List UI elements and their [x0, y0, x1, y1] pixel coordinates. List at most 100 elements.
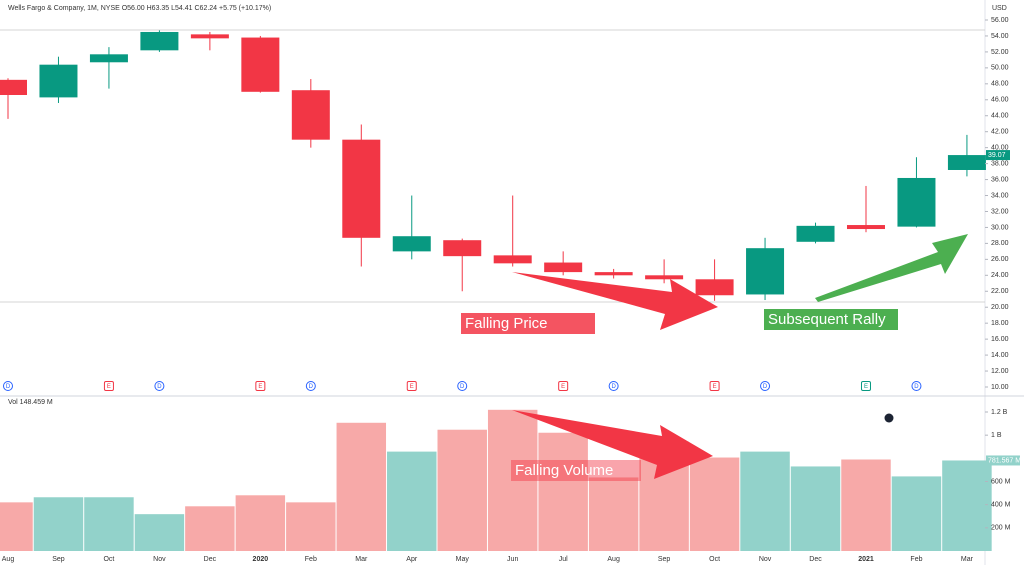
- volume-bar: [790, 466, 841, 551]
- volume-bar: [437, 429, 487, 551]
- y-tick-label: 34.00: [991, 192, 1009, 199]
- y-tick-label: 54.00: [991, 33, 1009, 40]
- annotation: Subsequent Rally: [768, 311, 886, 328]
- volume-bar: [33, 497, 84, 551]
- y-tick-label: 18.00: [991, 320, 1009, 327]
- x-tick-label: Nov: [759, 556, 772, 563]
- volume-bar: [0, 502, 33, 551]
- y-tick-label: 52.00: [991, 49, 1009, 56]
- candle-body: [241, 37, 280, 92]
- event-marker: [608, 381, 619, 391]
- candle-body: [443, 240, 482, 257]
- currency-label: USD: [992, 5, 1007, 12]
- y-tick-label: 44.00: [991, 113, 1009, 120]
- candle-body: [746, 248, 785, 295]
- volume-bar: [286, 502, 336, 551]
- arrow: [815, 234, 968, 302]
- x-tick-label: Apr: [406, 556, 418, 563]
- chart-header: Wells Fargo & Company, 1M, NYSE O56.00 H…: [8, 5, 271, 12]
- y-tick-label: 24.00: [991, 272, 1009, 279]
- x-tick-label: Feb: [305, 556, 317, 563]
- volume-layer: [0, 409, 992, 551]
- y-tick-label: 28.00: [991, 240, 1009, 247]
- event-marker: [255, 381, 266, 391]
- x-tick-label: Mar: [961, 556, 974, 563]
- y-tick-label: 48.00: [991, 81, 1009, 88]
- y-tick-label: 1 B: [991, 432, 1002, 439]
- volume-bar: [538, 432, 588, 551]
- candle-body: [645, 275, 684, 280]
- y-tick-label: 20.00: [991, 304, 1009, 311]
- x-tick-label: Mar: [355, 556, 368, 563]
- x-tick-label: Nov: [153, 556, 166, 563]
- y-tick-label: 200 M: [991, 525, 1011, 532]
- y-tick-label: 22.00: [991, 288, 1009, 295]
- event-marker: [406, 381, 417, 391]
- x-tick-label: Oct: [709, 556, 720, 563]
- volume-bar: [841, 459, 891, 551]
- price-layer: [0, 30, 986, 301]
- volume-bar: [942, 460, 992, 551]
- candle-body: [897, 177, 936, 227]
- event-label: D: [460, 384, 465, 390]
- event-label: D: [763, 384, 768, 390]
- volume-bar: [740, 451, 790, 551]
- y-tick-label: 16.00: [991, 336, 1009, 343]
- event-marker: [860, 381, 871, 391]
- event-label: D: [309, 384, 314, 390]
- y-tick-label: 400 M: [991, 502, 1011, 509]
- candle-body: [544, 262, 583, 273]
- annotation-box: [764, 309, 898, 330]
- candle-body: [594, 272, 633, 276]
- arrow: [512, 410, 713, 479]
- event-marker: [457, 381, 468, 391]
- x-tick-label: Jul: [559, 556, 568, 563]
- x-tick-label: Dec: [204, 556, 217, 563]
- y-tick-label: 38.00: [991, 160, 1009, 167]
- y-tick-label: 56.00: [991, 17, 1009, 24]
- x-tick-label: Aug: [607, 556, 620, 563]
- candle-body: [291, 90, 330, 140]
- price-tag-label: 39.07: [988, 152, 1006, 159]
- candle-body: [947, 155, 986, 170]
- candle-body: [89, 54, 128, 63]
- event-label: E: [713, 384, 717, 390]
- event-label: D: [914, 384, 919, 390]
- annotation: Falling Volume: [515, 462, 613, 479]
- candle-body: [0, 79, 27, 95]
- volume-bar: [487, 409, 538, 551]
- volume-tag: [986, 455, 1020, 466]
- x-tick-label: Oct: [103, 556, 114, 563]
- candle-body: [342, 139, 381, 238]
- volume-bar: [689, 457, 740, 551]
- candle-body: [39, 64, 78, 98]
- x-tick-label: Feb: [910, 556, 922, 563]
- event-label: E: [258, 384, 262, 390]
- event-label: D: [157, 384, 162, 390]
- candle-body: [796, 225, 835, 242]
- x-tick-label: Sep: [658, 556, 671, 563]
- volume-bar: [134, 514, 185, 551]
- volume-bar: [588, 477, 639, 551]
- volume-bar: [235, 495, 286, 551]
- y-tick-label: 40.00: [991, 144, 1009, 151]
- y-tick-label: 26.00: [991, 256, 1009, 263]
- y-tick-label: 30.00: [991, 224, 1009, 231]
- y-tick-label: 50.00: [991, 65, 1009, 72]
- y-tick-label: 36.00: [991, 176, 1009, 183]
- annotation-box: [511, 460, 641, 481]
- volume-bar: [891, 476, 942, 551]
- volume-tag-label: 781.567 M: [988, 457, 1021, 464]
- event-marker: [305, 381, 316, 391]
- volume-bar: [185, 506, 235, 551]
- event-marker: [3, 381, 13, 391]
- event-marker: [154, 381, 165, 391]
- event-marker: [709, 381, 720, 391]
- x-tick-label: Jun: [507, 556, 518, 563]
- event-marker: [558, 381, 569, 391]
- y-tick-label: 46.00: [991, 97, 1009, 104]
- event-label: E: [864, 384, 868, 390]
- annotation: Falling Price: [465, 315, 548, 332]
- y-tick-label: 10.00: [991, 384, 1009, 391]
- event-label: D: [6, 384, 11, 390]
